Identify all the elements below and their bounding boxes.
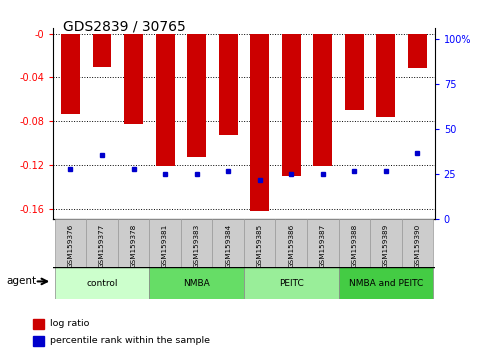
Text: NMBA: NMBA (183, 279, 210, 288)
Bar (149, 219, 181, 267)
Text: GSM159384: GSM159384 (225, 223, 231, 268)
Text: percentile rank within the sample: percentile rank within the sample (50, 336, 210, 346)
Bar (55, 267, 149, 299)
Text: GSM159383: GSM159383 (194, 223, 199, 268)
Text: agent: agent (6, 276, 36, 286)
Text: GSM159389: GSM159389 (383, 223, 389, 268)
Bar (376, 34, 395, 117)
Bar (118, 219, 149, 267)
Text: NMBA and PEITC: NMBA and PEITC (349, 279, 423, 288)
Text: GSM159381: GSM159381 (162, 223, 168, 268)
Text: GSM159387: GSM159387 (320, 223, 326, 268)
Bar (61, 34, 80, 114)
Bar (181, 219, 213, 267)
Bar (275, 219, 307, 267)
Bar (93, 34, 112, 67)
Bar (33, 336, 44, 346)
Bar (408, 34, 427, 68)
Bar (307, 219, 339, 267)
Text: GSM159377: GSM159377 (99, 223, 105, 268)
Bar (156, 34, 174, 166)
Bar (339, 267, 433, 299)
Text: GSM159388: GSM159388 (351, 223, 357, 268)
Bar (244, 219, 275, 267)
Text: GSM159385: GSM159385 (256, 223, 263, 268)
Bar (33, 319, 44, 329)
Bar (124, 34, 143, 125)
Text: GSM159378: GSM159378 (130, 223, 137, 268)
Text: GSM159386: GSM159386 (288, 223, 294, 268)
Bar (187, 34, 206, 157)
Bar (219, 34, 238, 135)
Bar (149, 267, 244, 299)
Bar (370, 219, 401, 267)
Bar (250, 34, 269, 211)
Bar (244, 267, 339, 299)
Bar (401, 219, 433, 267)
Text: PEITC: PEITC (279, 279, 304, 288)
Bar (55, 219, 86, 267)
Text: GDS2839 / 30765: GDS2839 / 30765 (63, 19, 185, 34)
Bar (313, 34, 332, 166)
Bar (339, 219, 370, 267)
Bar (86, 219, 118, 267)
Text: GSM159390: GSM159390 (414, 223, 420, 268)
Bar (345, 34, 364, 110)
Bar (282, 34, 301, 176)
Text: control: control (86, 279, 118, 288)
Text: GSM159376: GSM159376 (68, 223, 73, 268)
Bar (213, 219, 244, 267)
Text: log ratio: log ratio (50, 319, 89, 329)
